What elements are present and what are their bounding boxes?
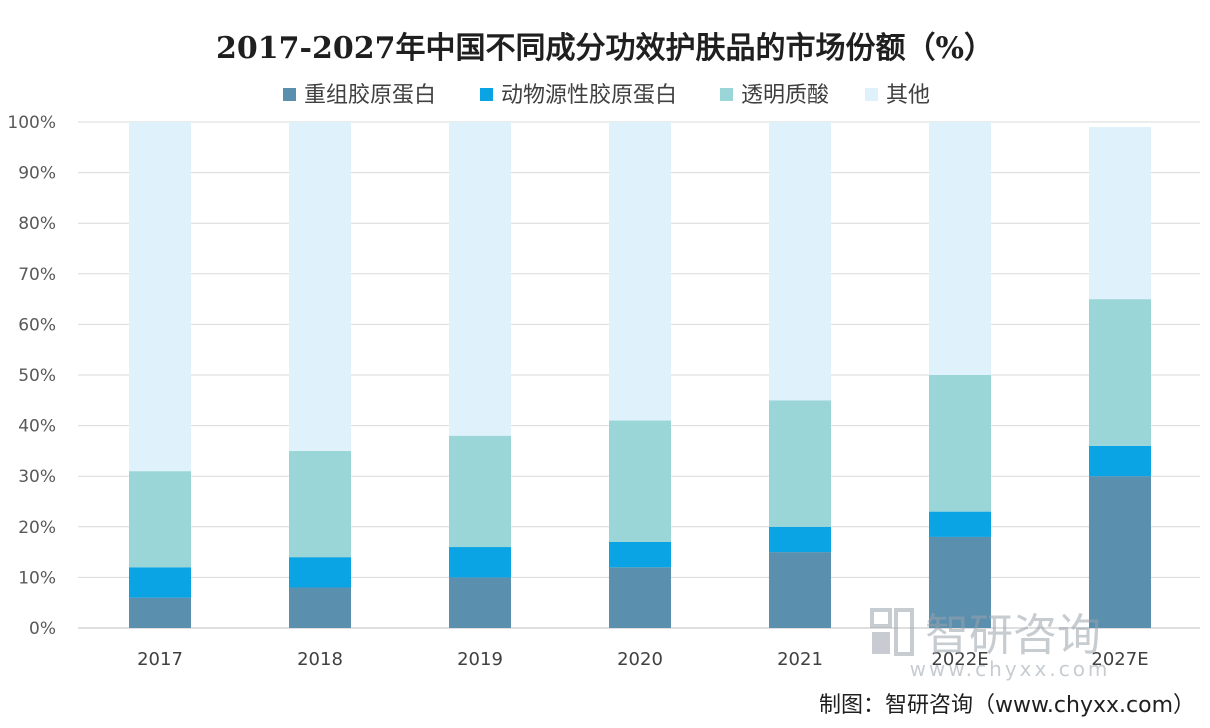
y-tick-label-7: 70% [18,265,56,285]
bar-2019-series-0 [449,577,511,628]
bar-2021-series-0 [769,552,831,628]
y-axis: 0% 10% 20% 30% 40% 50% 60% 70% 80% 90% 100% [7,113,56,639]
bar-2022E-series-1 [929,511,991,537]
y-tick-label-5: 50% [18,366,56,386]
bar-2019-series-2 [449,435,511,548]
bar-2020-series-2 [609,420,671,542]
bar-2022E-series-3 [929,122,991,375]
chart-title: 2017-2027年中国不同成分功效护肤品的市场份额（%） [216,31,994,66]
bar-2018-series-1 [289,557,351,588]
bar-2027E-series-1 [1089,445,1151,477]
y-tick-label-8: 80% [18,214,56,234]
y-tick-label-3: 30% [18,467,56,487]
legend-label-2: 透明质酸 [741,83,829,108]
bar-2017-series-3 [129,122,191,472]
y-tick-label-10: 100% [7,113,56,133]
bar-2021-series-3 [769,122,831,401]
y-tick-label-2: 20% [18,518,56,538]
bar-2020-series-1 [609,541,671,568]
bar-stack-2019 [449,122,511,628]
bar-2017-series-0 [129,597,191,628]
legend-swatch-3 [865,88,878,101]
bar-2020-series-3 [609,122,671,421]
bar-2020-series-0 [609,567,671,628]
watermark-url: www.chyxx.com [910,657,1111,681]
bar-2021-series-1 [769,526,831,553]
legend-label-1: 动物源性胶原蛋白 [501,83,677,108]
x-tick-label-4: 2021 [777,649,823,670]
y-tick-label-1: 10% [18,568,56,588]
bar-2027E-series-3 [1089,127,1151,300]
bar-2022E-series-0 [929,536,991,628]
bar-stack-2022E [929,122,991,628]
bar-2027E-series-2 [1089,299,1151,446]
legend-swatch-2 [720,88,733,101]
bar-stack-2021 [769,122,831,628]
legend-swatch-1 [480,88,493,101]
bar-2017-series-1 [129,567,191,598]
bar-2018-series-0 [289,587,351,628]
legend: 重组胶原蛋白 动物源性胶原蛋白 透明质酸 其他 [283,83,930,108]
x-tick-label-5: 2022E [931,649,988,670]
x-tick-label-2: 2019 [457,649,503,670]
bar-2017-series-2 [129,471,191,568]
y-tick-label-6: 60% [18,315,56,335]
x-tick-label-1: 2018 [297,649,343,670]
y-tick-label-9: 90% [18,164,56,184]
bars [129,122,1151,628]
watermark-text: 智研咨询 [925,610,1101,661]
bar-stack-2018 [289,122,351,628]
bar-2019-series-3 [449,122,511,436]
bar-2022E-series-2 [929,375,991,512]
y-tick-label-0: 0% [29,619,56,639]
x-tick-label-0: 2017 [137,649,183,670]
legend-label-3: 其他 [886,83,930,108]
watermark-logo-icon [870,608,914,656]
y-tick-label-4: 40% [18,417,56,437]
bar-stack-2017 [129,122,191,628]
bar-stack-2027E [1089,127,1151,628]
bar-2021-series-2 [769,400,831,527]
x-tick-label-3: 2020 [617,649,663,670]
legend-label-0: 重组胶原蛋白 [304,83,436,108]
bar-2018-series-2 [289,450,351,558]
legend-swatch-0 [283,88,296,101]
bar-stack-2020 [609,122,671,628]
source-note: 制图：智研咨询（www.chyxx.com） [819,693,1195,718]
x-axis: 2017 2018 2019 2020 2021 2022E 2027E [137,649,1149,670]
bar-2027E-series-0 [1089,476,1151,628]
bar-2018-series-3 [289,122,351,451]
bar-2019-series-1 [449,547,511,578]
x-tick-label-6: 2027E [1091,649,1148,670]
